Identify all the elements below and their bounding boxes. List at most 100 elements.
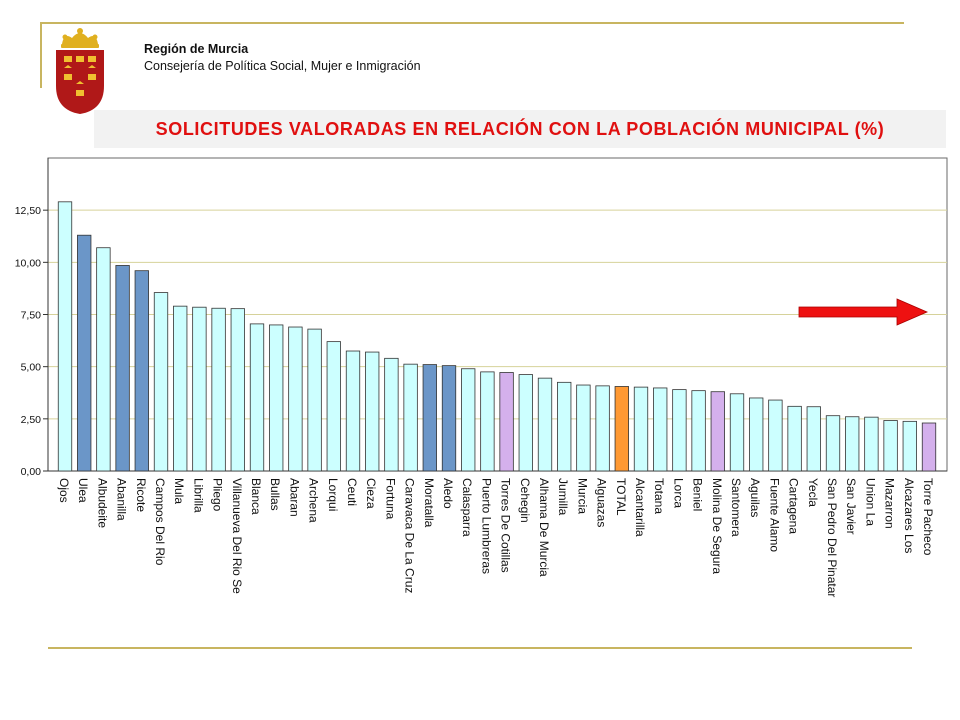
x-tick-label: TOTAL <box>614 478 628 516</box>
x-tick-label: Torres De Cotillas <box>499 478 513 573</box>
x-tick-label: Fortuna <box>383 478 397 520</box>
region-coat-of-arms-logo <box>56 28 104 114</box>
bottom-rule <box>48 647 912 649</box>
x-tick-label: Torre Pacheco <box>921 478 935 556</box>
x-tick-label: Calasparra <box>460 478 474 537</box>
bar <box>825 415 841 472</box>
x-tick-label: Alcantarilla <box>633 478 647 537</box>
bar <box>576 384 591 472</box>
bar <box>921 422 937 472</box>
x-tick-label: Cartagena <box>787 478 801 534</box>
bar <box>173 305 188 472</box>
x-tick-label: Lorca <box>671 478 685 508</box>
y-tick-label: 5,00 <box>21 362 42 374</box>
bar <box>384 357 399 472</box>
left-rule <box>40 22 42 88</box>
bar <box>230 308 245 472</box>
bar <box>633 386 649 472</box>
bar <box>211 307 226 472</box>
bar <box>153 292 169 472</box>
y-tick-label: 7,50 <box>21 310 42 322</box>
y-tick-label: 0,00 <box>21 466 42 478</box>
bar <box>883 420 898 472</box>
x-tick-label: Campos Del Rio <box>153 478 167 566</box>
bar <box>845 416 860 472</box>
bar <box>134 270 149 472</box>
bar <box>653 387 668 472</box>
bar <box>57 201 73 472</box>
bar <box>115 265 130 472</box>
x-tick-label: Alcazares Los <box>902 478 916 553</box>
x-tick-label: Ceuti <box>345 478 359 506</box>
bar <box>806 406 821 472</box>
x-tick-label: Totana <box>652 478 666 514</box>
x-tick-label: Jumilla <box>556 478 570 516</box>
x-tick-label: Mazarron <box>883 478 897 529</box>
bar <box>403 363 418 472</box>
x-tick-label: Molina De Segura <box>710 478 724 574</box>
x-tick-label: Mula <box>172 478 186 504</box>
x-tick-label: Librilla <box>191 478 205 513</box>
chart-title: SOLICITUDES VALORADAS EN RELACIÓN CON LA… <box>155 118 885 139</box>
x-tick-label: Alguazas <box>595 478 609 527</box>
x-tick-label: Alhama De Murcia <box>537 478 551 577</box>
y-tick-label: 12,50 <box>15 205 41 217</box>
bar <box>461 368 476 472</box>
bar <box>288 326 303 472</box>
x-tick-label: San Javier <box>844 478 858 535</box>
org-name: Región de Murcia <box>144 42 249 56</box>
title-band: SOLICITUDES VALORADAS EN RELACIÓN CON LA… <box>94 110 946 148</box>
x-tick-label: Lorqui <box>326 478 340 511</box>
org-subtitle: Consejería de Política Social, Mujer e I… <box>144 59 421 73</box>
bar <box>96 247 111 472</box>
x-tick-label: Archena <box>307 478 321 523</box>
bar <box>729 393 745 472</box>
bar <box>710 391 725 472</box>
x-tick-label: Albudeite <box>95 478 109 528</box>
bar <box>518 374 533 472</box>
bar <box>480 371 495 472</box>
bar <box>269 324 284 472</box>
x-tick-label: Cehegin <box>518 478 532 523</box>
x-tick-label: Aguilas <box>748 478 762 517</box>
bar <box>749 397 764 472</box>
x-tick-label: Puerto Lumbreras <box>479 478 493 574</box>
x-tick-label: Union La <box>863 478 877 526</box>
top-rule <box>40 22 904 24</box>
y-tick-label: 10,00 <box>15 257 41 269</box>
x-tick-label: Ulea <box>76 478 90 503</box>
bar <box>441 365 457 472</box>
bar <box>864 416 879 472</box>
x-tick-label: Pliego <box>211 478 225 512</box>
bar <box>902 420 917 472</box>
x-tick-label: Santomera <box>729 478 743 537</box>
x-tick-label: Caravaca De La Cruz <box>403 478 417 593</box>
bar <box>192 306 207 472</box>
bar <box>537 377 553 472</box>
bar <box>249 323 265 472</box>
x-tick-label: Beniel <box>691 478 705 511</box>
bar <box>691 390 706 472</box>
bar <box>499 372 514 472</box>
y-tick-label: 2,50 <box>21 414 42 426</box>
bar <box>614 386 629 472</box>
bar <box>672 389 687 472</box>
x-tick-label: Villanueva Del Rio Se <box>230 478 244 594</box>
x-tick-label: Ojos <box>57 478 71 503</box>
x-tick-label: Cieza <box>364 478 378 509</box>
arrow-icon <box>798 298 929 326</box>
bar <box>345 350 361 472</box>
bar <box>77 234 92 472</box>
x-tick-label: Blanca <box>249 478 263 515</box>
bar <box>422 364 437 472</box>
bar <box>307 328 322 472</box>
bar <box>557 381 572 472</box>
x-tick-label: San Pedro Del Pinatar <box>825 478 839 597</box>
bar <box>365 351 380 472</box>
bar <box>326 341 341 472</box>
bar <box>768 399 783 472</box>
x-tick-label: Abaran <box>287 478 301 517</box>
bar <box>787 405 802 472</box>
x-tick-label: Murcia <box>575 478 589 514</box>
